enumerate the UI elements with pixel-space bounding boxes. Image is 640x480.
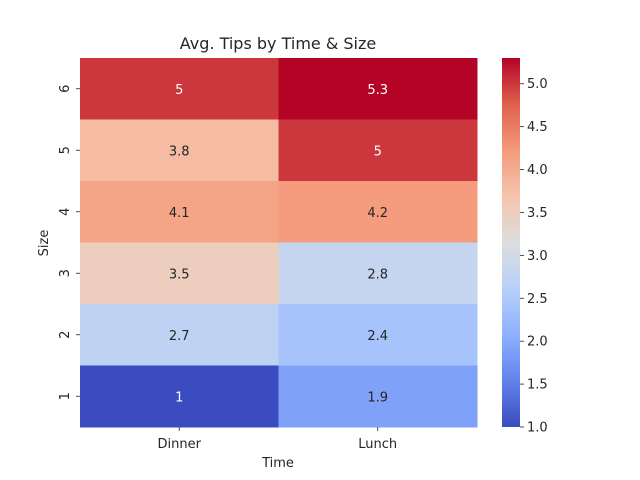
y-tick-label: 4 [58, 208, 73, 216]
heatmap-cell [278, 365, 478, 428]
heatmap-cell [80, 242, 279, 305]
cell-value-label: 4.1 [169, 206, 190, 221]
chart-title: Avg. Tips by Time & Size [180, 34, 376, 53]
x-axis-ticks: Dinner Lunch [158, 427, 397, 452]
colorbar-tick-label: 5.0 [527, 77, 548, 92]
y-axis-label: Size [37, 230, 52, 257]
colorbar-tick-label: 4.0 [527, 163, 548, 178]
colorbar-tick-label: 1.0 [527, 421, 548, 436]
heatmap-cell [80, 181, 279, 243]
colorbar-tick-label: 4.5 [527, 120, 548, 135]
y-axis-ticks: 6 5 4 3 2 1 [58, 85, 80, 400]
cell-value-label: 5 [374, 144, 382, 159]
cell-value-label: 5 [175, 83, 183, 98]
colorbar-tick-label: 3.5 [527, 206, 548, 221]
heatmap-cell [80, 304, 279, 366]
heatmap-cell [80, 58, 279, 120]
heatmap-cell [80, 119, 279, 182]
heatmap-cells: 5 5.3 3.8 5 4.1 4.2 3.5 2.8 2.7 2.4 1 1.9 [80, 58, 478, 428]
heatmap-cell [278, 119, 478, 182]
cell-value-label: 3.5 [169, 267, 190, 282]
x-tick-label: Dinner [158, 437, 202, 452]
colorbar-tick-label: 2.5 [527, 292, 548, 307]
cell-value-label: 5.3 [367, 83, 388, 98]
y-tick-label: 1 [58, 392, 73, 400]
cell-value-label: 3.8 [169, 144, 190, 159]
y-tick-label: 6 [58, 85, 73, 93]
cell-value-label: 2.7 [169, 329, 190, 344]
heatmap-cell [278, 242, 478, 305]
cell-value-label: 1 [175, 390, 183, 405]
heatmap-cell [278, 58, 478, 120]
heatmap-cell [80, 365, 279, 428]
x-axis-label: Time [261, 456, 294, 471]
x-tick-label: Lunch [358, 437, 397, 452]
y-tick-label: 5 [58, 146, 73, 154]
cell-value-label: 4.2 [367, 206, 388, 221]
cell-value-label: 1.9 [367, 390, 388, 405]
heatmap-cell [278, 304, 478, 366]
colorbar-tick-label: 1.5 [527, 378, 548, 393]
y-tick-label: 3 [58, 269, 73, 277]
colorbar-tick-label: 2.0 [527, 335, 548, 350]
cell-value-label: 2.8 [367, 267, 388, 282]
colorbar-bar [502, 58, 520, 427]
colorbar: 1.0 1.5 2.0 2.5 3.0 3.5 4.0 4.5 5.0 [502, 58, 548, 436]
cell-value-label: 2.4 [367, 329, 388, 344]
y-tick-label: 2 [58, 331, 73, 339]
heatmap-cell [278, 181, 478, 243]
colorbar-tick-label: 3.0 [527, 249, 548, 264]
